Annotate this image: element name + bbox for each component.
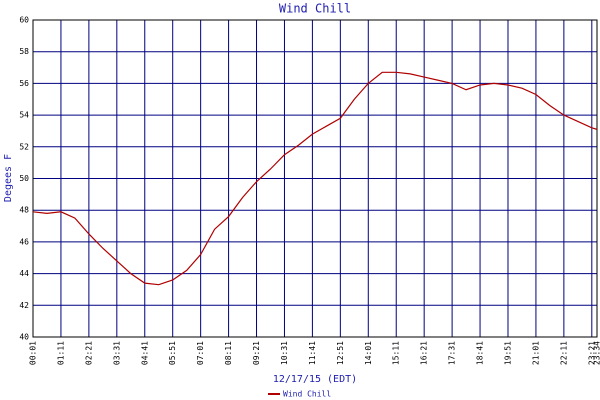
y-tick-label: 60 (19, 16, 29, 25)
y-tick-label: 54 (19, 111, 29, 120)
y-tick-label: 46 (19, 237, 29, 246)
y-tick-label: 50 (19, 174, 29, 183)
y-axis-label: Degees F (3, 154, 14, 202)
x-tick-label: 22:11 (559, 341, 568, 365)
x-tick-label: 00:01 (29, 341, 38, 365)
y-tick-label: 44 (19, 269, 29, 278)
x-tick-label: 08:11 (224, 341, 233, 365)
x-tick-label: 09:21 (252, 341, 261, 365)
x-tick-label: 17:31 (448, 341, 457, 365)
y-tick-label: 52 (19, 142, 29, 151)
x-tick-label: 07:01 (196, 341, 205, 365)
y-tick-label: 56 (19, 79, 29, 88)
x-tick-label: 23:34 (593, 341, 600, 365)
x-tick-label: 10:31 (280, 341, 289, 365)
x-tick-label: 02:21 (84, 341, 93, 365)
x-axis-label: 12/17/15 (EDT) (273, 374, 357, 385)
y-tick-label: 48 (19, 206, 29, 215)
x-tick-label: 19:51 (503, 341, 512, 365)
x-tick-label: 21:01 (531, 341, 540, 365)
legend-label: Wind Chill (283, 390, 331, 399)
x-tick-label: 05:51 (168, 341, 177, 365)
x-tick-label: 04:41 (140, 341, 149, 365)
x-tick-label: 03:31 (112, 341, 121, 365)
x-tick-label: 16:21 (420, 341, 429, 365)
x-tick-label: 18:41 (476, 341, 485, 365)
x-tick-label: 15:11 (392, 341, 401, 365)
y-tick-label: 58 (19, 47, 29, 56)
y-tick-label: 42 (19, 301, 29, 310)
plot-frame (32, 19, 598, 338)
y-tick-label: 40 (19, 333, 29, 342)
x-tick-label: 12:51 (336, 341, 345, 365)
x-tick-label: 11:41 (308, 341, 317, 365)
x-tick-label: 23:21 (587, 341, 596, 365)
data-line (32, 71, 598, 286)
x-tick-label: 14:01 (364, 341, 373, 365)
chart-title: Wind Chill (279, 2, 351, 16)
x-tick-label: 01:11 (56, 341, 65, 365)
